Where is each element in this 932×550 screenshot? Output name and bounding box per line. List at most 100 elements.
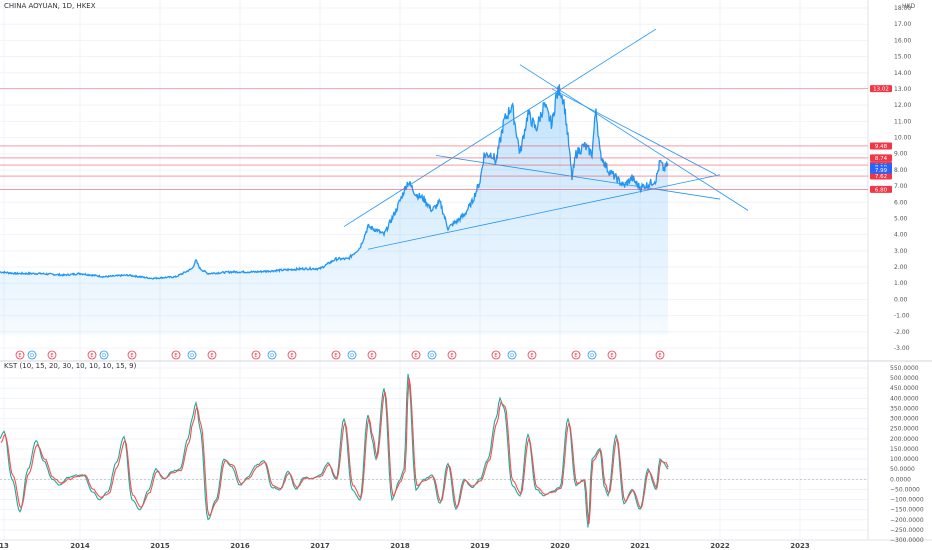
- event-marker-label: E: [254, 353, 257, 359]
- kst-tick-label: 500.0000: [890, 375, 919, 382]
- earnings-marker[interactable]: [87, 350, 97, 360]
- dividend-marker[interactable]: [427, 350, 437, 360]
- level-badge: [870, 142, 892, 150]
- event-marker-label: E: [610, 353, 613, 359]
- event-marker-label: D: [270, 353, 274, 359]
- event-marker-label: E: [18, 353, 21, 359]
- x-tick-label: 2016: [230, 542, 250, 550]
- level-badge: [870, 154, 892, 162]
- y-tick-label: 15.00: [894, 54, 911, 61]
- event-marker-label: D: [590, 353, 594, 359]
- event-marker-label: E: [450, 353, 453, 359]
- y-tick-label: 18.00: [894, 5, 911, 12]
- level-badge-label: 8.74: [875, 156, 888, 162]
- event-marker-label: D: [350, 353, 354, 359]
- event-marker-label: E: [210, 353, 213, 359]
- dividend-marker[interactable]: [187, 350, 197, 360]
- kst-value-axis[interactable]: 550.0000 500.0000 450.0000 400.0000 350.0000…: [890, 365, 924, 544]
- kst-tick-label: 100.0000: [890, 456, 919, 463]
- kst-tick-label: 450.0000: [890, 385, 919, 392]
- earnings-marker[interactable]: [171, 350, 181, 360]
- dividend-marker[interactable]: [507, 350, 517, 360]
- earnings-marker[interactable]: [207, 350, 217, 360]
- event-marker-label: E: [50, 353, 53, 359]
- trend-line[interactable]: [367, 174, 721, 250]
- kst-tick-label: 150.0000: [890, 446, 919, 453]
- y-tick-label: 17.00: [894, 21, 911, 28]
- kst-pane: [0, 373, 868, 528]
- event-marker-label: E: [334, 353, 337, 359]
- earnings-marker[interactable]: [655, 350, 665, 360]
- event-marker-label: D: [190, 353, 194, 359]
- event-marker-label: E: [658, 353, 661, 359]
- event-marker-label: E: [290, 353, 293, 359]
- kst-tick-label: −150.0000: [890, 507, 924, 514]
- kst-tick-label: 200.0000: [890, 436, 919, 443]
- y-tick-label: 4.00: [894, 232, 908, 239]
- earnings-marker[interactable]: [607, 350, 617, 360]
- earnings-marker[interactable]: [251, 350, 261, 360]
- trend-line[interactable]: [519, 64, 749, 211]
- dividend-marker[interactable]: [267, 350, 277, 360]
- y-tick-label: 6.00: [894, 199, 908, 206]
- dividend-marker[interactable]: [347, 350, 357, 360]
- x-tick-label: 2019: [470, 542, 490, 550]
- kst-line[interactable]: [0, 373, 669, 528]
- earnings-marker[interactable]: [47, 350, 57, 360]
- price-badge-label: 7.99: [875, 168, 888, 174]
- earnings-marker[interactable]: [127, 350, 137, 360]
- event-marker-label: D: [430, 353, 434, 359]
- earnings-marker[interactable]: [287, 350, 297, 360]
- kst-tick-label: 400.0000: [890, 395, 919, 402]
- earnings-marker[interactable]: [367, 350, 377, 360]
- kst-tick-label: −200.0000: [890, 517, 924, 524]
- x-tick-label: 2023: [790, 542, 810, 550]
- earnings-marker[interactable]: [491, 350, 501, 360]
- y-tick-label: -2.00: [894, 329, 910, 336]
- price-area-fill: [0, 84, 668, 335]
- level-badge: [870, 172, 892, 180]
- dividend-marker[interactable]: [587, 350, 597, 360]
- trend-line[interactable]: [435, 154, 721, 200]
- x-tick-label: 2015: [150, 542, 170, 550]
- y-tick-label: 0.00: [894, 296, 908, 303]
- kst-tick-label: 550.0000: [890, 365, 919, 372]
- x-tick-label: 13: [0, 542, 9, 550]
- x-tick-label: 2021: [630, 542, 650, 550]
- y-tick-label: 3.00: [894, 248, 908, 255]
- level-badge: [870, 85, 892, 93]
- main-price-axis[interactable]: 18.00 17.00 16.00 15.00 14.00 13.00 12.00 11.00…: [894, 5, 911, 352]
- kst-tick-label: 250.0000: [890, 426, 919, 433]
- y-tick-label: 13.00: [894, 86, 911, 93]
- time-axis[interactable]: 13 2014 2015 2016 2017 2018 2019 2020 2021 2022 20…: [0, 542, 810, 550]
- level-badge-label: 9.48: [875, 144, 888, 150]
- currency-label: HKD: [902, 3, 915, 10]
- price-line[interactable]: [0, 84, 669, 280]
- chart-title: CHINA AOYUAN, 1D, HKEX: [4, 2, 96, 10]
- x-tick-label: 2020: [550, 542, 570, 550]
- main-pane: [0, 28, 749, 335]
- earnings-marker[interactable]: [15, 350, 25, 360]
- earnings-marker[interactable]: [527, 350, 537, 360]
- y-tick-label: 12.00: [894, 102, 911, 109]
- earnings-marker[interactable]: [447, 350, 457, 360]
- event-marker-label: E: [574, 353, 577, 359]
- trend-line[interactable]: [551, 88, 717, 176]
- dividend-marker[interactable]: [99, 350, 109, 360]
- trend-line[interactable]: [343, 28, 657, 227]
- earnings-marker[interactable]: [411, 350, 421, 360]
- kst-signal-line[interactable]: [0, 377, 669, 524]
- earnings-marker[interactable]: [331, 350, 341, 360]
- horizontal-levels: 13.029.488.748.307.626.808.197.99: [0, 85, 892, 193]
- x-tick-label: 2014: [70, 542, 90, 550]
- y-tick-label: 5.00: [894, 215, 908, 222]
- kst-title: KST (10, 15, 20, 30, 10, 10, 10, 15, 9): [4, 362, 137, 370]
- x-tick-label: 2022: [710, 542, 730, 550]
- y-tick-label: 7.00: [894, 183, 908, 190]
- dividend-marker[interactable]: [27, 350, 37, 360]
- earnings-marker[interactable]: [571, 350, 581, 360]
- x-tick-label: 2018: [390, 542, 410, 550]
- kst-tick-label: −50.0000: [890, 486, 920, 493]
- y-tick-label: -1.00: [894, 313, 910, 320]
